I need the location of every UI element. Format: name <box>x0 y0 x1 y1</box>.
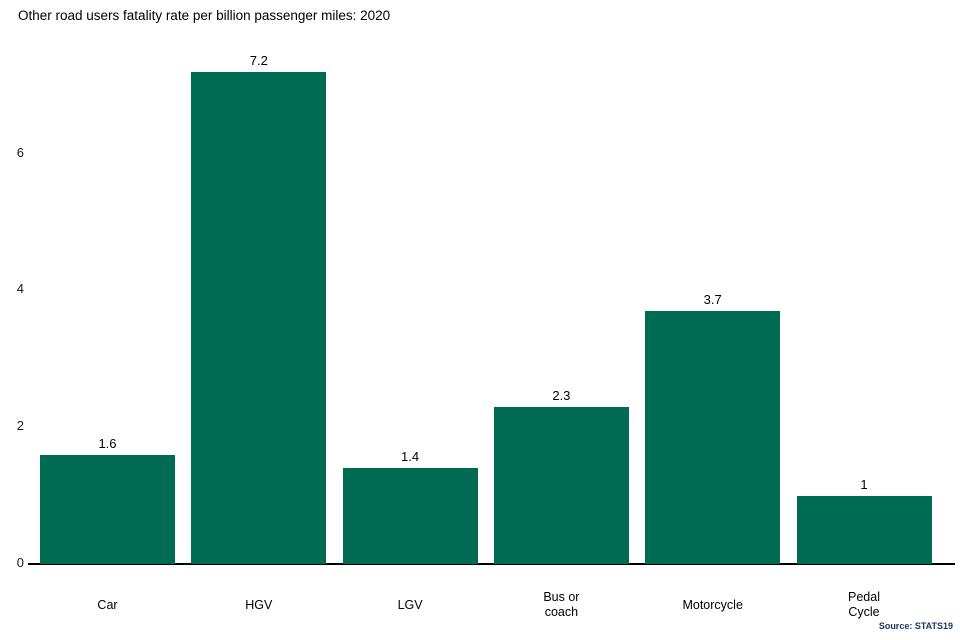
category-label-line: coach <box>544 605 579 619</box>
category-label-motorcycle: Motorcycle <box>645 588 780 622</box>
bar-lgv <box>342 468 478 564</box>
chart-title: Other road users fatality rate per billi… <box>18 8 391 23</box>
category-label-hgv: HGV <box>191 588 326 622</box>
category-label-lgv: LGV <box>343 588 478 622</box>
y-tick-label-0: 0 <box>16 555 24 570</box>
category-label-pedal-cycle: Pedal Cycle <box>797 588 932 622</box>
y-tick-label-2: 2 <box>16 418 24 434</box>
category-label-line: Motorcycle <box>682 597 743 612</box>
bar-car <box>40 454 175 564</box>
category-label-line: Cycle <box>848 605 880 619</box>
source-note: Source: STATS19 <box>878 621 953 631</box>
category-label-line: LGV <box>397 597 423 612</box>
category-label-bus-or-coach: Bus or coach <box>494 588 629 622</box>
bar-pedal-cycle <box>796 495 932 564</box>
bar-motorcycle <box>645 310 781 564</box>
category-label-car: Car <box>40 588 175 622</box>
bar-value-label: 1.4 <box>401 449 420 465</box>
category-label-line: Pedal <box>848 590 880 604</box>
y-tick-label-6: 6 <box>16 144 24 160</box>
bar-value-label: 2.3 <box>552 387 571 403</box>
y-tick-label-4: 4 <box>16 281 24 297</box>
bar-value-label: 1.6 <box>98 435 117 451</box>
x-axis-line <box>28 563 955 565</box>
category-label-line: Car <box>97 597 118 612</box>
bar-value-label: 1 <box>860 476 868 492</box>
bar-bus-or-coach <box>493 406 629 564</box>
category-label-line: HGV <box>245 597 273 612</box>
category-label-line: Bus or <box>543 590 580 604</box>
bar-value-label: 3.7 <box>703 291 722 307</box>
bar-hgv <box>191 71 327 564</box>
bar-value-label: 7.2 <box>249 52 268 68</box>
